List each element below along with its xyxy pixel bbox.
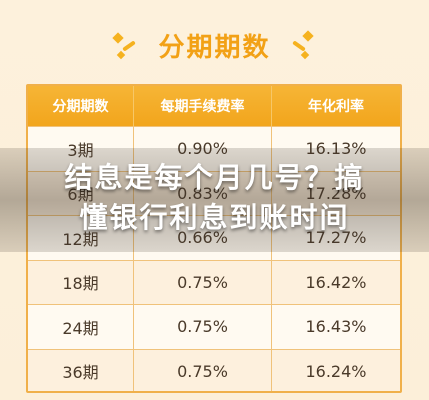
cell-annual-rate: 16.13% — [305, 139, 367, 159]
cell-annual-rate: 17.27% — [305, 228, 367, 248]
table-row: 24期 0.75% 16.43% — [28, 304, 400, 349]
cell-annual-rate: 16.43% — [305, 317, 367, 337]
table-row: 18期 0.75% 16.42% — [28, 259, 400, 304]
table-row: 6期 0.83% 17.28% — [28, 170, 400, 215]
cell-fee-rate: 0.66% — [134, 216, 272, 260]
table-header: 分期期数 每期手续费率 年化利率 — [28, 86, 400, 126]
cell-periods: 36期 — [28, 349, 134, 391]
page-title: 分期期数 — [158, 32, 271, 63]
cell-fee-rate: 0.75% — [134, 349, 272, 391]
headline-line-1: 结息是每个月几号？搞 — [64, 161, 365, 194]
cell-fee-rate: 0.75% — [134, 260, 272, 304]
headline-line-2: 懂银行利息到账时间 — [79, 201, 350, 234]
cell-periods: 12期 — [28, 216, 134, 260]
table-row: 3期 0.90% 16.13% — [28, 126, 400, 171]
cell-annual-rate: 16.42% — [305, 272, 367, 292]
header-installment-periods: 分期期数 — [28, 86, 134, 126]
headline: 结息是每个月几号？搞 懂银行利息到账时间 — [0, 158, 429, 238]
cell-periods: 6期 — [28, 171, 134, 215]
cell-fee-rate: 0.75% — [134, 305, 272, 349]
title-bar: 分期期数 — [0, 22, 429, 68]
cell-periods: 24期 — [28, 305, 134, 349]
table-row: 36期 0.75% 16.24% — [28, 348, 400, 391]
installment-table: 分期期数 每期手续费率 年化利率 3期 0.90% 16.13% 6期 0.83… — [26, 84, 402, 393]
cell-annual-rate: 17.28% — [305, 183, 367, 203]
cell-fee-rate: 0.90% — [134, 127, 272, 171]
header-fee-rate: 每期手续费率 — [134, 86, 272, 126]
table-row: 12期 0.66% 17.27% — [28, 215, 400, 260]
cell-fee-rate: 0.83% — [134, 171, 272, 215]
cell-periods: 18期 — [28, 260, 134, 304]
decoration-left-icon — [112, 22, 138, 68]
cell-periods: 3期 — [28, 127, 134, 171]
decoration-right-icon — [290, 22, 316, 68]
header-annual-rate: 年化利率 — [308, 99, 364, 115]
cell-annual-rate: 16.24% — [305, 361, 367, 381]
